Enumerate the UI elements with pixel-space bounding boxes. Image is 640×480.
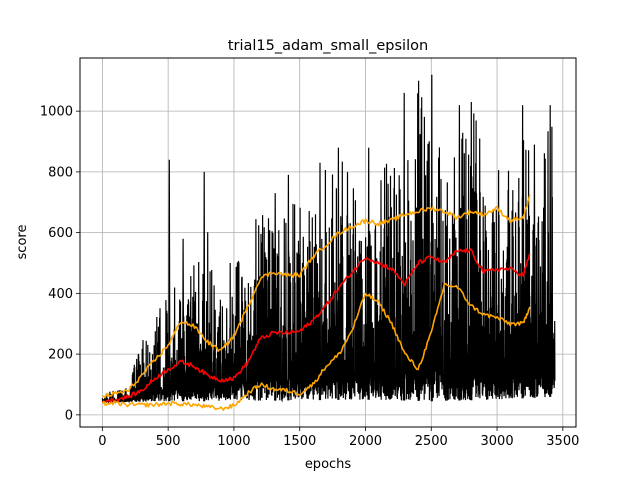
y-tick-label: 600 <box>48 226 73 241</box>
y-axis-ticks: 0 200 400 600 800 1000 <box>40 105 80 423</box>
x-tick-label: 1500 <box>283 434 316 449</box>
x-tick-label: 1000 <box>217 434 250 449</box>
x-tick-label: 3500 <box>546 434 579 449</box>
y-tick-label: 200 <box>48 348 73 363</box>
y-tick-label: 400 <box>48 287 73 302</box>
x-tick-label: 500 <box>156 434 181 449</box>
chart-title: trial15_adam_small_epsilon <box>228 38 428 54</box>
series-upper-band <box>102 194 531 399</box>
x-tick-label: 3000 <box>481 434 514 449</box>
x-axis-label: epochs <box>305 457 352 472</box>
y-tick-label: 0 <box>65 408 73 423</box>
x-tick-label: 2500 <box>415 434 448 449</box>
series-layer <box>101 74 556 411</box>
series-lower-band <box>101 282 531 411</box>
x-tick-label: 2000 <box>349 434 382 449</box>
x-axis-ticks: 0 500 1000 1500 2000 2500 3000 3500 <box>98 427 579 449</box>
series-raw-scores <box>101 74 556 405</box>
y-axis-label: score <box>15 225 30 260</box>
series-moving-average <box>101 248 531 404</box>
y-tick-label: 1000 <box>40 105 73 120</box>
y-tick-label: 800 <box>48 165 73 180</box>
x-tick-label: 0 <box>98 434 106 449</box>
plot-frame <box>79 57 577 428</box>
